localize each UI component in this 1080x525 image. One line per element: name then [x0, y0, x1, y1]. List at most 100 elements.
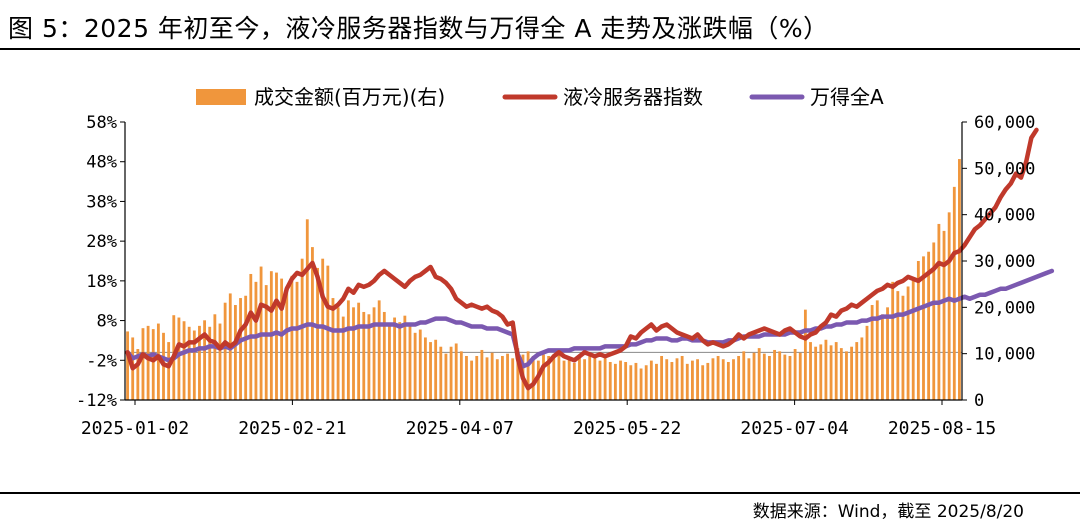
turnover-bar	[439, 346, 443, 400]
left-tick-label: -12%	[76, 391, 117, 411]
turnover-bar	[352, 307, 355, 400]
turnover-bar	[870, 305, 874, 400]
turnover-bar	[434, 339, 438, 400]
turnover-bar	[762, 353, 766, 400]
chart-title: 图 5：2025 年初至今，液冷服务器指数与万得全 A 走势及涨跌幅（%）	[8, 14, 829, 43]
turnover-bar	[747, 358, 751, 400]
turnover-bar	[901, 295, 905, 400]
turnover-bar	[213, 314, 217, 400]
turnover-bar	[151, 329, 155, 400]
right-tick-label: 40,000	[974, 206, 1035, 226]
turnover-bar	[192, 330, 196, 400]
left-tick-label: 48%	[86, 153, 117, 173]
turnover-bar	[798, 352, 802, 400]
right-tick-label: 50,000	[974, 159, 1035, 179]
legend-label-liquid: 液冷服务器指数	[563, 85, 703, 109]
turnover-bar	[177, 317, 181, 400]
turnover-bar	[501, 355, 504, 400]
turnover-bar	[239, 298, 242, 400]
turnover-bar	[300, 258, 304, 400]
turnover-bar	[608, 362, 612, 400]
turnover-bar	[470, 360, 474, 400]
turnover-bar	[937, 223, 941, 400]
left-tick-label: 18%	[86, 272, 117, 292]
turnover-bar	[275, 272, 278, 400]
turnover-bar	[778, 351, 782, 400]
turnover-bar	[865, 325, 869, 400]
turnover-bar	[860, 337, 864, 400]
turnover-bar	[244, 295, 248, 400]
turnover-bar	[875, 300, 879, 400]
turnover-bar	[388, 323, 391, 400]
turnover-bar	[516, 348, 520, 400]
turnover-bar	[922, 256, 925, 400]
turnover-bar	[542, 354, 545, 400]
right-tick-label: 20,000	[974, 298, 1035, 318]
turnover-bar	[398, 322, 402, 400]
turnover-bar	[773, 349, 776, 400]
legend-swatch-turnover	[196, 89, 246, 105]
turnover-bar	[552, 358, 556, 400]
turnover-bar	[572, 362, 576, 400]
turnover-bar	[511, 358, 515, 400]
turnover-bar	[952, 186, 956, 400]
turnover-bar	[624, 362, 628, 400]
turnover-bar	[691, 360, 694, 400]
turnover-bar	[911, 279, 915, 400]
turnover-bar	[660, 355, 664, 400]
turnover-bar	[187, 326, 191, 400]
turnover-bar	[495, 359, 499, 400]
turnover-bar	[490, 352, 494, 400]
x-tick-label: 2025-04-07	[406, 418, 514, 439]
turnover-bar	[357, 302, 361, 400]
turnover-bar	[783, 354, 787, 400]
legend: 成交金额(百万元)(右) 液冷服务器指数 万得全A	[196, 85, 884, 109]
turnover-bar	[824, 339, 828, 400]
turnover-bar	[598, 360, 602, 400]
turnover-bar	[742, 351, 746, 400]
turnover-bar	[531, 355, 535, 400]
turnover-bar	[465, 355, 468, 400]
turnover-bar	[613, 363, 617, 400]
turnover-bar	[665, 359, 669, 400]
turnover-bar	[942, 230, 946, 400]
turnover-bar	[382, 311, 386, 400]
turnover-bar	[341, 316, 345, 400]
line-series	[125, 127, 1055, 391]
turnover-bar	[167, 342, 171, 400]
turnover-bar	[655, 363, 658, 400]
turnover-bar	[855, 342, 859, 400]
turnover-bar	[475, 355, 479, 400]
turnover-bar	[891, 281, 895, 400]
turnover-bar	[408, 324, 412, 400]
turnover-bar	[696, 359, 699, 400]
turnover-bar	[639, 368, 643, 400]
turnover-bar	[218, 323, 222, 400]
turnover-bar	[675, 358, 679, 400]
turnover-bar	[454, 343, 458, 400]
footer-divider	[0, 492, 1080, 494]
x-tick-label: 2025-01-02	[81, 418, 189, 439]
turnover-bar	[757, 348, 761, 400]
turnover-bar	[372, 307, 376, 400]
turnover-bar	[547, 355, 551, 400]
turnover-bar	[141, 328, 145, 400]
turnover-bar	[932, 242, 936, 400]
turnover-bar	[321, 258, 325, 400]
turnover-bar	[834, 342, 838, 400]
turnover-bar	[264, 285, 268, 400]
wind-a-line	[125, 268, 1055, 369]
turnover-bar	[403, 315, 407, 400]
turnover-bar	[788, 355, 792, 400]
turnover-bar	[629, 365, 633, 400]
turnover-bar	[716, 355, 720, 400]
turnover-bar	[927, 251, 931, 400]
turnover-bar	[947, 212, 951, 400]
left-tick-label: 38%	[86, 192, 117, 212]
turnover-bar	[737, 355, 741, 400]
turnover-bar	[203, 320, 207, 400]
axes: -12% -2% 8% 18% 28% 38% 48% 58% 0 10,000 20,000 30,…	[76, 113, 1035, 439]
turnover-bar	[562, 360, 566, 400]
x-tick-label: 2025-08-15	[888, 418, 996, 439]
turnover-bar	[418, 329, 422, 400]
